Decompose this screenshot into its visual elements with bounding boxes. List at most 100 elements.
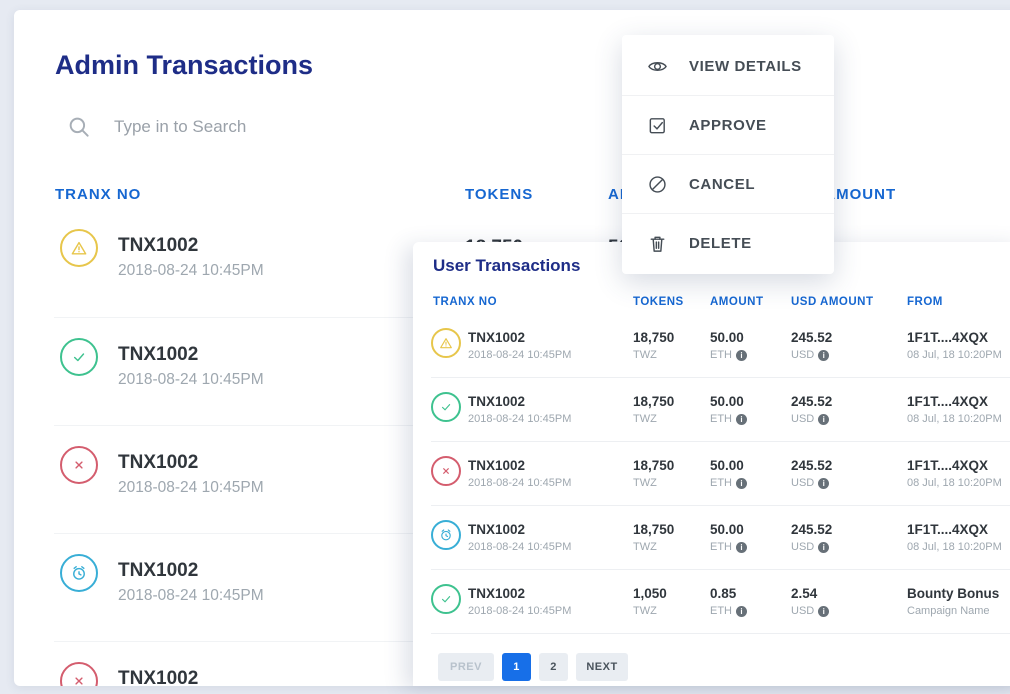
tranx-no: TNX1002 [468,394,526,409]
tranx-no: TNX1002 [118,235,199,256]
column-header-from[interactable]: FROM [907,296,943,308]
tranx-no: TNX1002 [468,330,526,345]
tranx-datetime: 2018-08-24 10:45PM [468,349,572,361]
table-row[interactable]: TNX1002 2018-08-24 10:45PM [54,317,1010,426]
amount-value: 50.00 [710,330,744,345]
table-row[interactable]: TNX1002 2018-08-24 10:45PM 18,750 TWZ 50… [431,442,1010,506]
from-sub: Campaign Name [907,605,990,617]
prev-button[interactable]: PREV [438,653,494,681]
usd-unit: USD [791,349,815,361]
context-menu: VIEW DETAILS APPROVE CANCEL DELETE [622,35,834,274]
tokens-unit: TWZ [633,605,657,617]
info-icon[interactable]: i [818,349,830,361]
tokens-value: 1,050 [633,586,667,601]
tranx-no: TNX1002 [468,458,526,473]
tokens-unit: TWZ [633,413,657,425]
next-button[interactable]: NEXT [576,653,628,681]
success-status-icon [431,584,461,614]
tokens-value: 18,750 [633,522,675,537]
info-icon[interactable]: i [818,605,830,617]
tokens-unit: TWZ [633,349,657,361]
info-icon[interactable]: i [736,349,747,361]
info-icon[interactable]: i [736,605,747,617]
amount-value: 50.00 [710,458,744,473]
cancel-icon [647,174,668,195]
menu-item-label: DELETE [689,234,752,252]
table-row[interactable]: TNX1002 2018-08-24 10:45PM 1,050 TWZ 0.8… [431,570,1010,634]
from-sub: 08 Jul, 18 10:20PM [907,349,1002,361]
tokens-value: 18,750 [633,458,675,473]
column-header-tranx-no[interactable]: TRANX NO [55,186,142,203]
usd-unit: USD [791,413,815,425]
from-sub: 08 Jul, 18 10:20PM [907,477,1002,489]
tranx-datetime: 2018-08-24 10:45PM [118,587,264,604]
menu-item-label: VIEW DETAILS [689,57,802,75]
usd-value: 2.54 [791,586,818,601]
panel-title: User Transactions [433,256,581,275]
failed-status-icon [60,662,98,686]
warning-status-icon [431,328,461,358]
column-header-amount[interactable]: AMOUNT [710,296,764,308]
tranx-datetime: 2018-08-24 10:45PM [468,477,572,489]
from-value: 1F1T....4XQX [907,330,989,345]
table-row[interactable]: TNX1002 2018-08-24 10:45PM 18,750 TWZ 50… [431,314,1010,378]
column-header-tranx-no[interactable]: TRANX NO [433,296,498,308]
failed-status-icon [60,446,98,484]
usd-unit: USD [791,541,815,553]
tokens-unit: TWZ [633,541,657,553]
from-sub: 08 Jul, 18 10:20PM [907,541,1002,553]
scheduled-status-icon [60,554,98,592]
info-icon[interactable]: i [736,541,747,553]
usd-value: 245.52 [791,330,833,345]
scheduled-status-icon [431,520,461,550]
search-input[interactable] [112,116,436,138]
info-icon[interactable]: i [818,413,830,425]
amount-value: 50.00 [710,522,744,537]
info-icon[interactable]: i [736,413,747,425]
usd-unit: USD [791,605,815,617]
tranx-datetime: 2018-08-24 10:45PM [468,605,572,617]
table-row[interactable]: TNX1002 2018-08-24 10:45PM 18,750 TWZ 50… [431,378,1010,442]
tranx-datetime: 2018-08-24 10:45PM [468,413,572,425]
tranx-no: TNX1002 [118,560,199,581]
menu-item-cancel[interactable]: CANCEL [622,154,834,213]
amount-unit: ETH [710,541,732,553]
tranx-no: TNX1002 [468,586,526,601]
menu-item-view-details[interactable]: VIEW DETAILS [622,37,834,95]
menu-item-approve[interactable]: APPROVE [622,95,834,154]
from-value: 1F1T....4XQX [907,394,989,409]
eye-icon [647,56,668,77]
tranx-no: TNX1002 [118,344,199,365]
tranx-no: TNX1002 [118,452,199,473]
page-button-1[interactable]: 1 [502,653,531,681]
success-status-icon [431,392,461,422]
tranx-datetime: 2018-08-24 10:45PM [468,541,572,553]
from-value: Bounty Bonus [907,586,1000,601]
search-icon [66,114,92,140]
tranx-no: TNX1002 [468,522,526,537]
column-header-tokens[interactable]: TOKENS [633,296,684,308]
from-sub: 08 Jul, 18 10:20PM [907,413,1002,425]
amount-unit: ETH [710,605,732,617]
menu-item-delete[interactable]: DELETE [622,213,834,272]
amount-unit: ETH [710,413,732,425]
tokens-value: 18,750 [633,394,675,409]
info-icon[interactable]: i [818,541,830,553]
column-header-tokens[interactable]: TOKENS [465,186,534,203]
page-title: Admin Transactions [55,50,314,80]
column-header-usd-amount[interactable]: USD AMOUNT [791,296,874,308]
table-row[interactable]: TNX1002 2018-08-24 10:45PM 18,750 TWZ 50… [431,506,1010,570]
page-button-2[interactable]: 2 [539,653,568,681]
usd-value: 245.52 [791,522,833,537]
info-icon[interactable]: i [736,477,747,489]
tranx-datetime: 2018-08-24 10:45PM [118,262,264,279]
warning-status-icon [60,229,98,267]
failed-status-icon [431,456,461,486]
from-value: 1F1T....4XQX [907,522,989,537]
info-icon[interactable]: i [818,477,830,489]
user-transactions-panel: User Transactions TRANX NO TOKENS AMOUNT… [413,242,1010,686]
usd-value: 245.52 [791,458,833,473]
tokens-unit: TWZ [633,477,657,489]
